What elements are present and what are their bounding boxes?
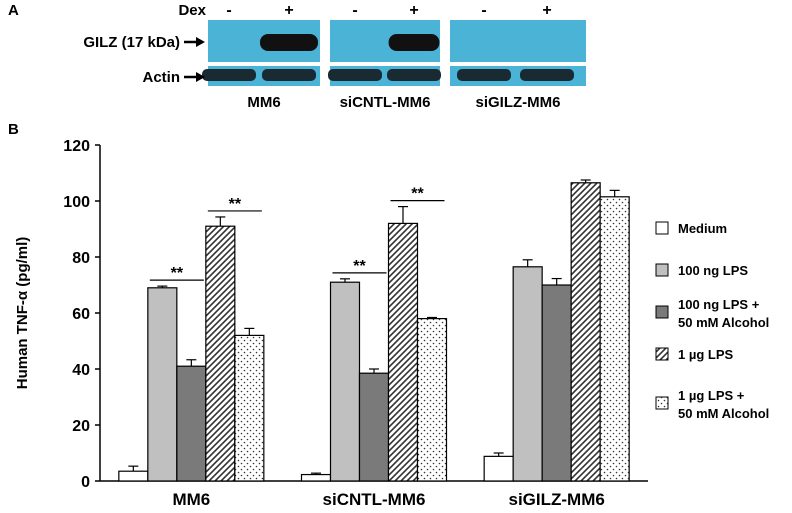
legend-swatch-1 [655, 263, 669, 277]
actin-band-0 [202, 69, 256, 81]
bar-0-2 [176, 365, 207, 482]
gilz-band-3 [388, 34, 440, 51]
blot-cell-line-sicntl: siCNTL-MM6 [340, 94, 431, 111]
y-tick-label-100: 100 [63, 194, 90, 211]
bar-2-0 [483, 455, 514, 482]
legend-swatch-4 [655, 396, 669, 410]
y-tick-label-80: 80 [72, 250, 90, 267]
y-tick-label-20: 20 [72, 418, 90, 435]
actin-band-label: Actin [143, 69, 181, 86]
legend-label-2-0: 100 ng LPS + [678, 297, 760, 312]
bar-2-4 [599, 196, 630, 482]
lane-sign-1: + [284, 2, 293, 19]
bar-2-2 [541, 284, 572, 482]
legend-swatch-2 [655, 305, 669, 319]
gilz-blot-sigilz [450, 20, 586, 62]
bar-1-1 [329, 281, 361, 482]
legend-label-4-0: 1 µg LPS + [678, 388, 745, 403]
bar-1-4 [416, 318, 448, 482]
lane-sign-4: - [481, 2, 486, 19]
actin-arrow-icon [184, 72, 205, 82]
bar-0-1 [147, 287, 178, 482]
lane-sign-5: + [542, 2, 551, 19]
significance-label-3: ** [411, 186, 424, 203]
blot-panel [202, 20, 586, 86]
lane-signs: - + - + - + [226, 2, 551, 19]
x-tick-label-0: MM6 [172, 490, 210, 509]
legend-label-3-0: 1 µg LPS [678, 347, 733, 362]
x-axis-labels: MM6 siCNTL-MM6 siGILZ-MM6 [172, 490, 604, 509]
lane-sign-2: - [352, 2, 357, 19]
actin-band-1 [262, 69, 316, 81]
legend: Medium 100 ng LPS 100 ng LPS + 50 mM Alcoho… [655, 221, 769, 421]
y-tick-label-40: 40 [72, 362, 90, 379]
legend-swatch-0 [655, 221, 669, 235]
actin-band-3 [387, 69, 441, 81]
dex-label: Dex [178, 2, 206, 19]
bar-1-2 [358, 372, 390, 482]
significance-markers: ** ** ** ** [149, 186, 445, 282]
actin-band-4 [457, 69, 511, 81]
significance-label-0: ** [171, 265, 184, 282]
x-tick-label-2: siGILZ-MM6 [508, 490, 604, 509]
legend-label-1-0: 100 ng LPS [678, 263, 748, 278]
x-tick-label-1: siCNTL-MM6 [323, 490, 426, 509]
bar-2-1 [512, 266, 543, 482]
chart-bars [118, 179, 630, 482]
y-tick-label-0: 0 [81, 474, 90, 491]
panel-a-letter: A [8, 2, 19, 19]
panel-b-letter: B [8, 121, 19, 138]
y-tick-label-120: 120 [63, 138, 90, 155]
bar-1-3 [387, 222, 419, 482]
gilz-band-label: GILZ (17 kDa) [83, 34, 180, 51]
lane-sign-3: + [409, 2, 418, 19]
bar-1-0 [300, 473, 332, 482]
bar-0-0 [118, 470, 149, 482]
legend-swatch-3 [655, 347, 669, 361]
actin-band-5 [520, 69, 574, 81]
legend-label-0-0: Medium [678, 221, 727, 236]
y-axis-title: Human TNF-α (pg/ml) [14, 237, 31, 390]
gilz-arrow-icon [184, 37, 205, 47]
gilz-band-1 [260, 34, 318, 51]
actin-band-2 [328, 69, 382, 81]
blot-cell-line-sigilz: siGILZ-MM6 [476, 94, 561, 111]
bar-0-4 [234, 334, 265, 482]
bar-0-3 [205, 225, 236, 482]
blot-cell-line-mm6: MM6 [247, 94, 280, 111]
legend-label-4-1: 50 mM Alcohol [678, 406, 769, 421]
significance-label-2: ** [353, 258, 366, 275]
legend-label-2-1: 50 mM Alcohol [678, 315, 769, 330]
y-tick-label-60: 60 [72, 306, 90, 323]
bar-2-3 [570, 182, 601, 482]
lane-sign-0: - [226, 2, 231, 19]
significance-label-1: ** [229, 196, 242, 213]
